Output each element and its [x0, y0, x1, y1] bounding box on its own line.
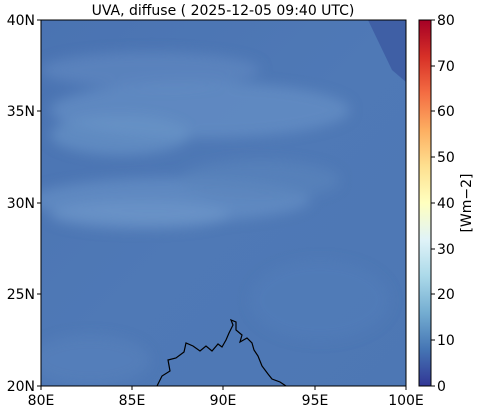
colorbar: 80 70 60 50 40 30 20 10 0 [Wm−2] [418, 13, 475, 395]
no-data-region [368, 20, 406, 82]
x-tick-label: 90E [210, 393, 237, 409]
colorbar-tick-label: 0 [437, 379, 446, 395]
cloud-bands [41, 52, 390, 385]
x-tick-label: 95E [302, 393, 329, 409]
colorbar-tick-label: 70 [437, 59, 455, 75]
coastline [156, 318, 287, 386]
y-axis: 40N 35N 30N 25N 20N [7, 13, 41, 395]
colorbar-tick-label: 40 [437, 196, 455, 212]
y-tick-label: 35N [7, 104, 35, 120]
x-axis: 80E 85E 90E 95E 100E [28, 386, 424, 409]
colorbar-tick-label: 10 [437, 333, 455, 349]
y-tick-label: 40N [7, 13, 35, 29]
map-title: UVA, diffuse ( 2025-12-05 09:40 UTC) [92, 3, 355, 19]
y-tick-label: 20N [7, 379, 35, 395]
colorbar-tick-label: 80 [437, 13, 455, 29]
colorbar-tick-label: 50 [437, 150, 455, 166]
x-tick-label: 100E [388, 393, 424, 409]
colorbar-label: [Wm−2] [459, 173, 475, 232]
y-tick-label: 30N [7, 196, 35, 212]
x-tick-label: 80E [28, 393, 55, 409]
map-panel [41, 20, 406, 386]
colorbar-scale [418, 19, 432, 387]
colorbar-tick-label: 20 [437, 287, 455, 303]
y-tick-label: 25N [7, 287, 35, 303]
colorbar-tick-label: 60 [437, 104, 455, 120]
colorbar-tick-label: 30 [437, 242, 455, 258]
x-tick-label: 85E [119, 393, 146, 409]
